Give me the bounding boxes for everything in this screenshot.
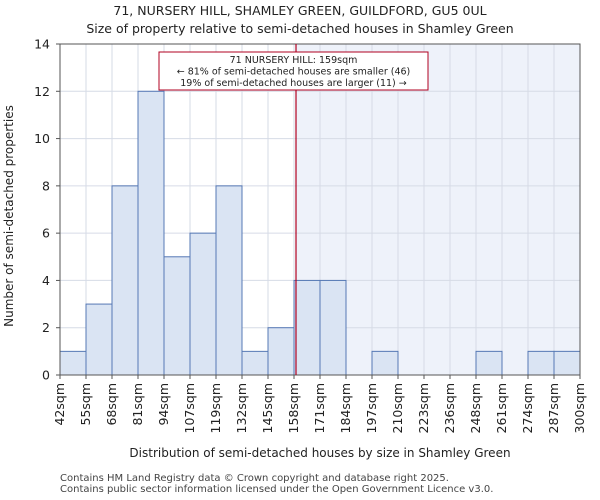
histogram-bar [319,279,347,376]
x-tick-label: 145sqm [260,383,275,433]
histogram-bar [293,279,321,376]
histogram-bar [267,327,295,376]
y-axis-label: Number of semi-detached properties [2,105,16,327]
x-tick-label: 94sqm [156,383,171,426]
histogram-bar [137,90,165,376]
x-tick-label: 184sqm [338,383,353,433]
chart-title: 71, NURSERY HILL, SHAMLEY GREEN, GUILDFO… [113,3,487,18]
x-tick-label: 81sqm [130,383,145,426]
x-tick-label: 300sqm [572,383,587,433]
annotation-box [158,51,429,91]
histogram-bar [163,256,191,376]
histogram-bar [371,350,399,376]
footer-licence: Contains public sector information licen… [60,484,494,495]
footer-copyright: Contains HM Land Registry data © Crown c… [60,473,449,484]
x-tick-label: 210sqm [390,383,405,433]
y-tick-label: 0 [42,368,50,383]
x-tick-label: 236sqm [442,383,457,433]
y-tick-label: 10 [34,131,50,146]
annotation-smaller: ← 81% of semi-detached houses are smalle… [177,67,411,78]
y-tick-label: 4 [42,273,50,288]
annotation-title: 71 NURSERY HILL: 159sqm [230,55,358,66]
x-tick-label: 132sqm [234,383,249,433]
x-axis-label: Distribution of semi-detached houses by … [129,446,510,460]
histogram-bar [59,350,87,376]
y-tick-label: 8 [42,178,50,193]
x-tick-label: 158sqm [286,383,301,433]
x-tick-label: 248sqm [468,383,483,433]
x-tick-label: 107sqm [182,383,197,433]
x-tick-label: 287sqm [546,383,561,433]
y-tick-label: 6 [42,226,50,241]
x-tick-label: 223sqm [416,383,431,433]
x-tick-label: 68sqm [104,383,119,426]
histogram-bar [85,303,113,376]
histogram-bar [553,350,581,376]
x-tick-label: 197sqm [364,383,379,433]
x-tick-label: 261sqm [494,383,509,433]
histogram-bar [241,350,269,376]
y-tick-label: 14 [34,37,50,52]
x-tick-label: 274sqm [520,383,535,433]
y-tick-label: 12 [34,84,50,99]
histogram-bar [527,350,555,376]
x-tick-label: 171sqm [312,383,327,433]
x-tick-label: 119sqm [208,383,223,433]
x-tick-label: 42sqm [52,383,67,426]
annotation-larger: 19% of semi-detached houses are larger (… [180,78,407,89]
x-tick-label: 55sqm [78,383,93,426]
histogram-bar [111,185,139,376]
histogram-bar [215,185,243,376]
chart-subtitle: Size of property relative to semi-detach… [86,21,514,36]
histogram-bar [475,350,503,376]
histogram-bar [189,232,217,376]
y-tick-label: 2 [42,320,50,335]
